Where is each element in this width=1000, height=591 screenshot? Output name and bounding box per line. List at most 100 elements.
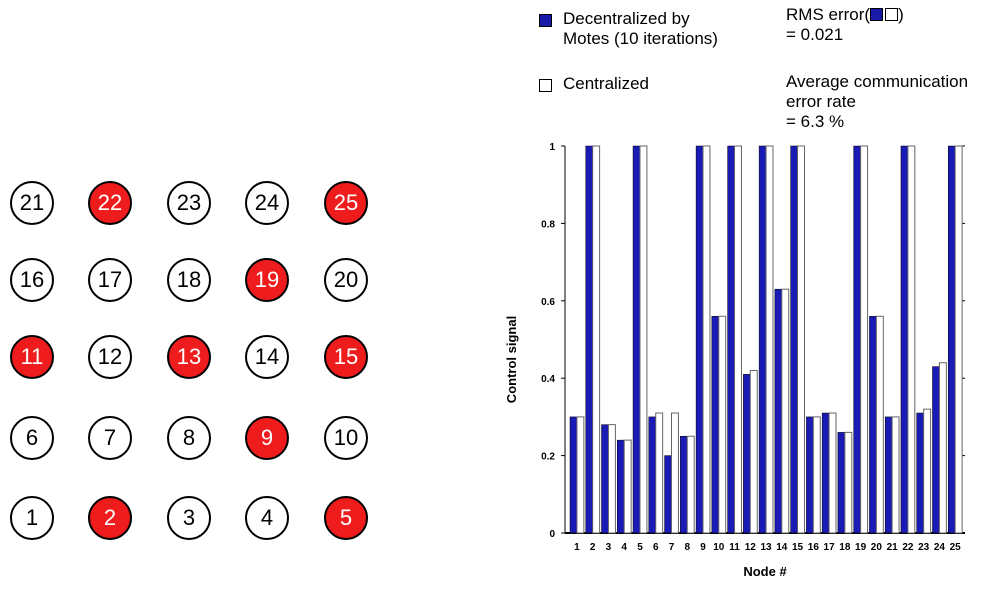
bar-decentralized	[900, 145, 909, 534]
bar-centralized	[607, 424, 616, 534]
y-tick-label: 0.8	[541, 219, 555, 230]
bar-centralized	[592, 145, 601, 534]
node-11: 11	[10, 335, 54, 379]
x-tick-label: 10	[713, 542, 725, 553]
x-tick-label: 17	[824, 542, 836, 553]
x-tick-label: 4	[621, 542, 627, 553]
node-13: 13	[167, 335, 211, 379]
rms-label: RMS error(	[786, 5, 871, 24]
rms-close: )	[898, 5, 904, 24]
bar-centralized	[702, 145, 711, 534]
node-8: 8	[167, 416, 211, 460]
bar-decentralized	[869, 316, 877, 534]
x-tick-label: 12	[745, 542, 757, 553]
bar-decentralized	[569, 416, 578, 534]
y-tick-label: 0.6	[541, 297, 555, 308]
node-15: 15	[324, 335, 368, 379]
x-tick-label: 14	[776, 542, 788, 553]
bar-decentralized	[743, 374, 751, 534]
bar-centralized	[828, 412, 837, 534]
bar-decentralized	[790, 145, 798, 534]
legend-decentralized: Decentralized by Motes (10 iterations)	[563, 9, 718, 49]
bar-centralized	[718, 315, 727, 534]
node-4: 4	[245, 496, 289, 540]
bar-centralized	[797, 145, 806, 534]
bar-centralized	[860, 145, 869, 534]
x-tick-label: 24	[934, 542, 946, 553]
bar-decentralized	[853, 145, 861, 534]
node-24: 24	[245, 181, 289, 225]
y-axis-title: Control signal	[504, 316, 519, 403]
x-tick-label: 3	[606, 542, 612, 553]
y-tick-label: 1	[549, 142, 555, 153]
x-tick-label: 11	[729, 542, 740, 553]
node-5: 5	[324, 496, 368, 540]
comm-line1: Average communication	[786, 72, 969, 91]
node-25: 25	[324, 181, 368, 225]
bar-decentralized	[947, 145, 956, 534]
node-3: 3	[167, 496, 211, 540]
bar-decentralized	[648, 416, 656, 534]
x-tick-label: 25	[950, 542, 962, 553]
comm-line2: error rate	[786, 92, 856, 111]
legend-decentralized-line2: Motes (10 iterations)	[563, 29, 718, 48]
node-12: 12	[88, 335, 132, 379]
bar-decentralized	[585, 145, 593, 534]
legend-centralized: Centralized	[563, 74, 649, 93]
node-23: 23	[167, 181, 211, 225]
node-9: 9	[245, 416, 289, 460]
x-tick-label: 21	[887, 542, 899, 553]
legend-swatch-centralized	[539, 79, 552, 92]
x-tick-label: 15	[792, 542, 804, 553]
comm-line3: = 6.3 %	[786, 112, 845, 131]
node-17: 17	[88, 258, 132, 302]
x-tick-label: 2	[590, 542, 596, 553]
bar-decentralized	[837, 432, 846, 534]
node-grid: 21 22 23 24 25 16 17 18 19 20 11 12 13 14 15 6 7 8 9 10 1 2 3 4…	[0, 0, 400, 591]
node-2: 2	[88, 496, 132, 540]
bar-centralized	[954, 145, 963, 534]
bar-decentralized	[821, 412, 830, 534]
x-tick-label: 20	[871, 542, 883, 553]
node-7: 7	[88, 416, 132, 460]
bar-centralized	[923, 408, 932, 534]
x-tick-label: 7	[669, 542, 675, 553]
bar-decentralized	[806, 416, 814, 534]
bar-decentralized	[884, 416, 893, 534]
bar-decentralized	[758, 145, 767, 534]
bar-centralized	[734, 145, 742, 534]
bar-decentralized	[774, 288, 783, 534]
y-tick-label: 0	[549, 529, 555, 540]
x-tick-label: 5	[637, 542, 643, 553]
bar-centralized	[639, 145, 648, 534]
x-tick-label: 1	[574, 542, 580, 553]
bar-centralized	[844, 431, 853, 534]
node-14: 14	[245, 335, 289, 379]
bar-centralized	[749, 369, 758, 534]
bar-decentralized	[916, 412, 924, 534]
bar-decentralized	[727, 145, 735, 534]
node-20: 20	[324, 258, 368, 302]
bar-centralized	[907, 145, 916, 534]
bar-decentralized	[632, 145, 641, 534]
x-tick-label: 18	[839, 542, 851, 553]
bar-centralized	[576, 416, 585, 534]
rms-label-line: RMS error()	[786, 5, 904, 25]
bar-decentralized	[711, 316, 720, 534]
bar-decentralized	[932, 366, 940, 534]
node-16: 16	[10, 258, 54, 302]
bar-decentralized	[601, 424, 609, 534]
bar-centralized	[812, 416, 821, 534]
node-10: 10	[324, 416, 368, 460]
node-18: 18	[167, 258, 211, 302]
bar-decentralized	[617, 439, 625, 534]
comm-error: Average communication error rate = 6.3 %	[786, 72, 968, 132]
x-tick-label: 19	[855, 542, 867, 553]
x-axis-title: Node #	[743, 564, 787, 579]
legend-swatch-decentralized	[539, 14, 552, 27]
node-21: 21	[10, 181, 54, 225]
bar-centralized	[938, 362, 947, 534]
rms-error: RMS error() = 0.021	[786, 5, 904, 45]
x-tick-label: 8	[684, 542, 690, 553]
x-tick-label: 9	[700, 542, 706, 553]
